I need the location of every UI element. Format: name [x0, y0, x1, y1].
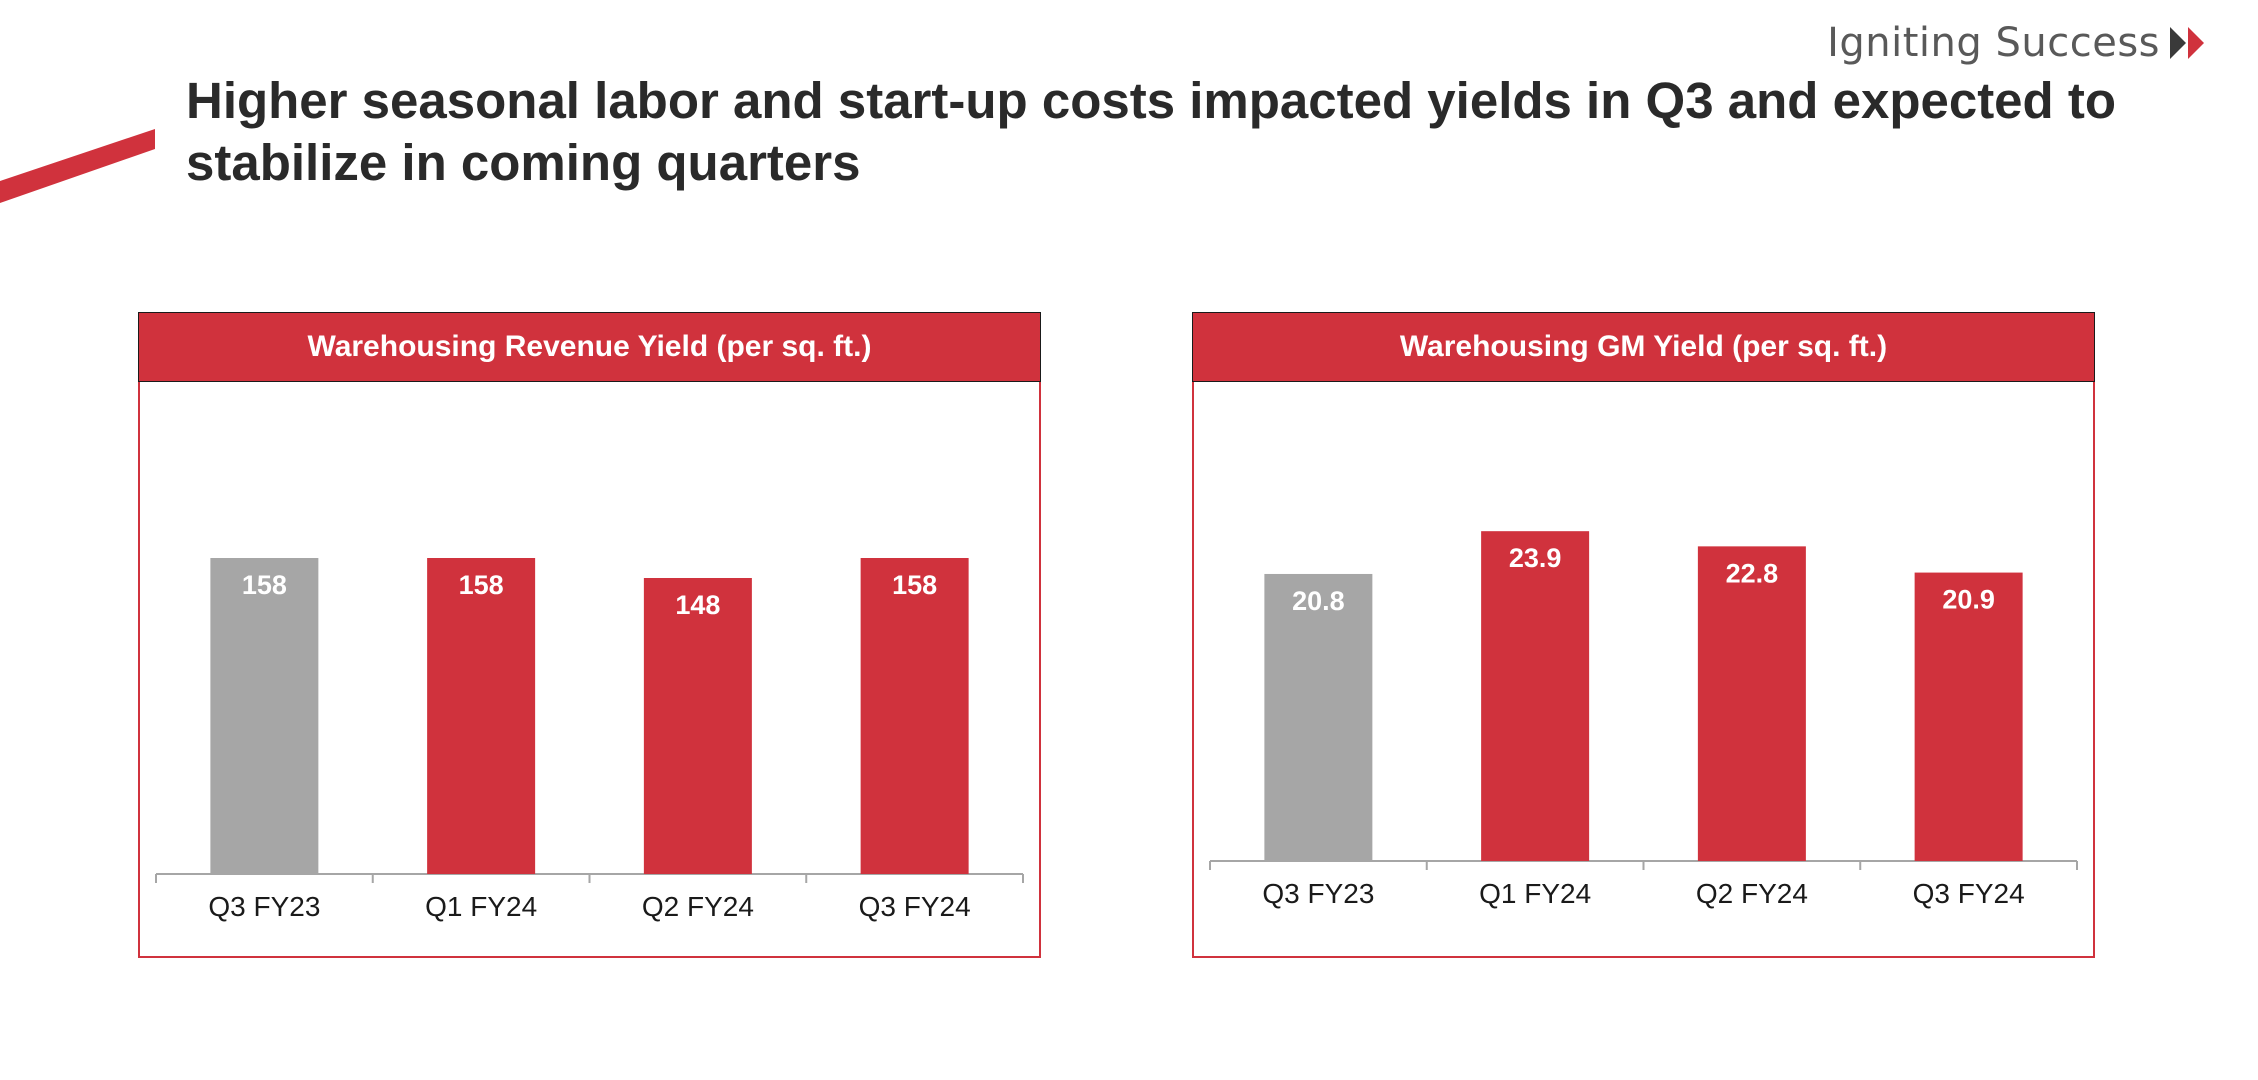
- bar-value-label: 158: [459, 570, 504, 600]
- x-tick-label: Q3 FY23: [208, 891, 320, 922]
- chart-title: Warehousing GM Yield (per sq. ft.): [1399, 330, 1888, 363]
- revenue-yield-chart: Warehousing Revenue Yield (per sq. ft.) …: [138, 312, 1041, 958]
- bar: [860, 558, 969, 874]
- x-tick-label: Q3 FY23: [1262, 878, 1374, 909]
- x-tick-label: Q3 FY24: [859, 891, 971, 922]
- bar: [427, 558, 536, 874]
- bar-value-label: 158: [892, 570, 937, 600]
- chart-body: 20.8 Q3 FY23 23.9 Q1 FY24 22.8 Q2 FY24 20.9 Q3 …: [1192, 382, 2095, 958]
- bar-value-label: 23.9: [1509, 543, 1562, 573]
- x-tick-label: Q3 FY24: [1913, 878, 2025, 909]
- brand-logo: Igniting Success: [1827, 20, 2208, 66]
- page-title: Higher seasonal labor and start-up costs…: [186, 72, 2117, 191]
- bar: [210, 558, 319, 874]
- chart-header: Warehousing GM Yield (per sq. ft.): [1192, 312, 2095, 382]
- bar-value-label: 20.8: [1292, 586, 1345, 616]
- bar: [1264, 573, 1373, 861]
- bar-value-label: 148: [675, 590, 720, 620]
- double-chevron-icon: [2168, 23, 2208, 63]
- bar: [1914, 572, 2023, 861]
- chart-title: Warehousing Revenue Yield (per sq. ft.): [307, 330, 872, 363]
- chart-header: Warehousing Revenue Yield (per sq. ft.): [138, 312, 1041, 382]
- bar: [1697, 546, 1806, 861]
- gm-yield-plot: 20.8 Q3 FY23 23.9 Q1 FY24 22.8 Q2 FY24 20.9 Q3 …: [1209, 531, 2078, 909]
- bar: [1481, 531, 1590, 861]
- brand-tagline: Igniting Success: [1827, 20, 2160, 66]
- x-tick-label: Q2 FY24: [642, 891, 754, 922]
- bar-value-label: 20.9: [1942, 585, 1995, 615]
- bar: [643, 578, 752, 874]
- gm-yield-chart: Warehousing GM Yield (per sq. ft.) 20.8 Q…: [1192, 312, 2095, 958]
- bar-value-label: 158: [242, 570, 287, 600]
- x-tick-label: Q2 FY24: [1696, 878, 1808, 909]
- x-tick-label: Q1 FY24: [425, 891, 537, 922]
- bar-value-label: 22.8: [1726, 558, 1779, 588]
- chart-body: 158 Q3 FY23 158 Q1 FY24 148 Q2 FY24 158 Q3 FY24: [138, 382, 1041, 958]
- x-tick-label: Q1 FY24: [1479, 878, 1591, 909]
- accent-stripe: [0, 129, 155, 203]
- revenue-yield-plot: 158 Q3 FY23 158 Q1 FY24 148 Q2 FY24 158 Q3 FY24: [155, 558, 1024, 922]
